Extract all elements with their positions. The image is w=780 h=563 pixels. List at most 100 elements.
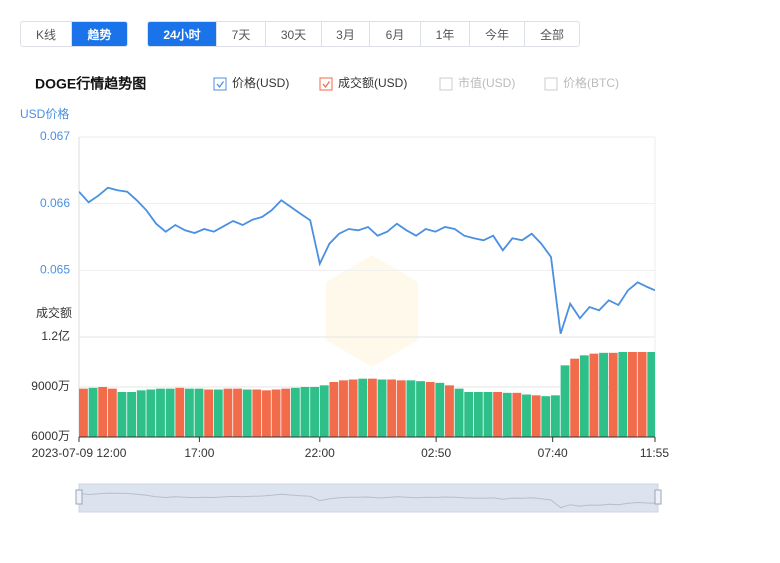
- volume-bar: [204, 389, 214, 437]
- volume-bar: [329, 382, 339, 437]
- volume-bar: [117, 392, 127, 437]
- period-tab[interactable]: 全部: [539, 27, 564, 42]
- volume-bar: [300, 387, 310, 437]
- volume-bar: [647, 352, 655, 437]
- volume-bar: [628, 352, 637, 437]
- volume-bar: [473, 392, 483, 437]
- watermark: [326, 255, 418, 367]
- volume-bar: [367, 378, 377, 437]
- legend-checkbox: [213, 77, 227, 91]
- period-tab[interactable]: 24小时: [148, 22, 217, 46]
- view-tab[interactable]: K线: [21, 22, 72, 46]
- volume-bar: [233, 388, 242, 437]
- volume-bar: [502, 392, 512, 437]
- navigator-handle[interactable]: [75, 489, 83, 505]
- legend-item[interactable]: 价格(BTC): [544, 75, 619, 91]
- y2-tick-label: 6000万: [31, 429, 70, 443]
- x-tick-label: 22:00: [305, 446, 335, 460]
- volume-bar: [637, 352, 647, 437]
- volume-bar: [107, 388, 117, 437]
- volume-bar: [281, 388, 291, 437]
- legend-label: 价格(BTC): [563, 75, 619, 90]
- chart-title: DOGE行情趋势图: [35, 76, 146, 92]
- volume-bar: [262, 390, 271, 437]
- volume-bar: [493, 392, 503, 437]
- legend-label: 市值(USD): [458, 75, 515, 90]
- volume-bar: [242, 389, 252, 437]
- volume-bar: [165, 388, 175, 437]
- price-line: [79, 186, 655, 334]
- volume-bar: [416, 381, 425, 437]
- y-tick-label: 0.067: [40, 129, 70, 143]
- period-tab[interactable]: 今年: [470, 22, 525, 46]
- volume-bar: [79, 388, 88, 437]
- view-tab[interactable]: 趋势: [72, 22, 127, 46]
- volume-bar: [88, 387, 98, 437]
- navigator-line: [78, 492, 656, 509]
- period-tab[interactable]: 3月: [322, 22, 370, 46]
- x-tick-label: 11:55: [640, 446, 669, 460]
- volume-bar: [252, 389, 262, 437]
- volume-bar: [512, 392, 522, 437]
- volume-bar: [531, 395, 541, 437]
- volume-bar: [184, 388, 194, 437]
- volume-bar: [358, 378, 368, 437]
- x-tick-label: 2023-07-09 12:00: [32, 446, 127, 460]
- volume-bar: [290, 387, 300, 437]
- check-mark: [216, 81, 225, 89]
- volume-bar: [425, 382, 435, 437]
- period-tabs: 24小时 7天 30天 3月 6月 1年 今年 全部: [147, 21, 580, 47]
- period-tab[interactable]: 6月: [370, 22, 421, 46]
- legend-label: 价格(USD): [232, 75, 289, 90]
- y2-tick-label: 1.2亿: [41, 328, 70, 343]
- y-tick-label: 0.066: [40, 196, 70, 210]
- volume-bar: [310, 387, 320, 437]
- volume-bar: [570, 358, 580, 437]
- legend-item[interactable]: 市值(USD): [439, 75, 515, 91]
- legend-checkbox: [319, 77, 333, 91]
- volume-bar: [560, 365, 570, 437]
- volume-bar: [406, 380, 416, 437]
- volume-bar: [339, 380, 348, 437]
- volume-bar: [608, 352, 618, 437]
- check-mark: [322, 81, 331, 89]
- x-tick-label: 02:50: [421, 446, 451, 460]
- legend-label: 成交额(USD): [338, 75, 407, 90]
- volume-bar: [522, 394, 531, 437]
- volume-bar: [156, 388, 165, 437]
- x-tick-label: 07:40: [538, 446, 568, 460]
- legend-item[interactable]: 成交额(USD): [319, 75, 407, 91]
- volume-bar: [127, 392, 137, 437]
- period-tab[interactable]: 7天: [217, 22, 266, 46]
- volume-bar: [483, 392, 493, 437]
- volume-bar: [454, 388, 464, 437]
- legend-checkbox: [544, 77, 558, 91]
- volume-bar: [146, 389, 156, 437]
- x-tick-label: 17:00: [184, 446, 214, 460]
- y-axis-title: USD价格: [20, 106, 69, 121]
- volume-bar: [589, 353, 599, 437]
- legend-item[interactable]: 价格(USD): [213, 75, 289, 91]
- view-tabs: K线 趋势: [20, 21, 128, 47]
- volume-bar: [98, 387, 108, 437]
- volume-bar: [396, 380, 406, 437]
- y-tick-label: 0.065: [40, 263, 70, 277]
- volume-bar: [550, 395, 560, 437]
- volume-bar: [377, 379, 387, 437]
- volume-bar: [541, 396, 551, 437]
- y2-tick-label: 9000万: [31, 379, 70, 393]
- y2-axis-title: 成交额: [36, 305, 72, 320]
- legend-checkbox: [439, 77, 453, 91]
- period-tab[interactable]: 1年: [421, 22, 470, 46]
- volume-bar: [271, 389, 281, 437]
- period-tab[interactable]: 30天: [266, 22, 322, 46]
- volume-bar: [175, 387, 185, 437]
- navigator-handle[interactable]: [654, 489, 662, 505]
- navigator: [78, 483, 659, 513]
- volume-bar: [319, 385, 329, 437]
- volume-bar: [464, 392, 474, 437]
- volume-bar: [348, 379, 358, 437]
- volume-bar: [435, 382, 445, 437]
- volume-bar: [387, 379, 397, 437]
